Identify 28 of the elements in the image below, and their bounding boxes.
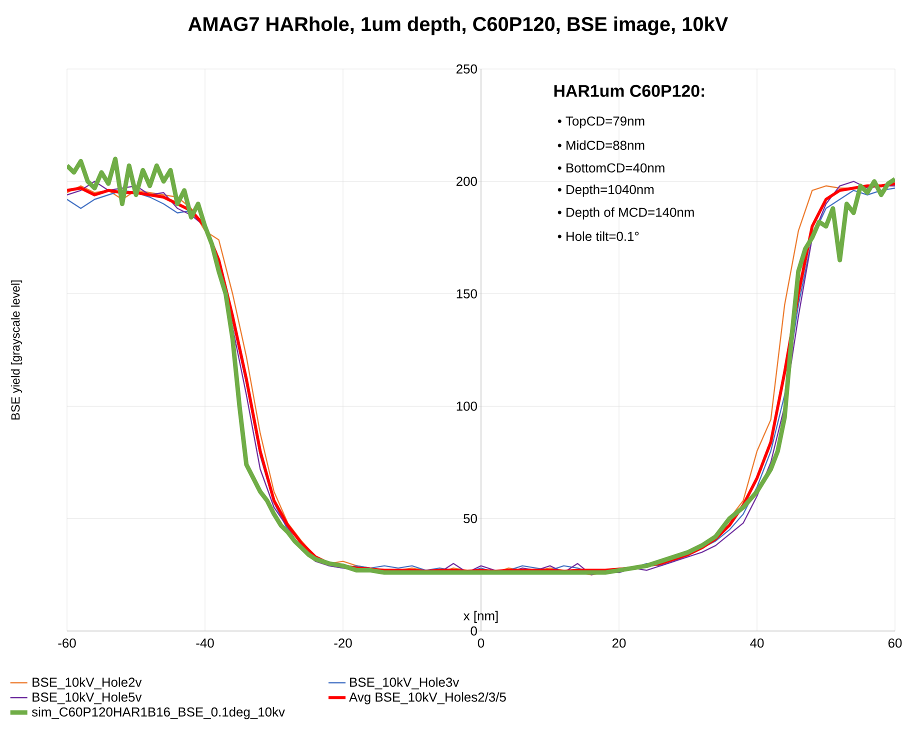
y-tick-label: 50 bbox=[464, 514, 477, 524]
x-tick-label: 40 bbox=[750, 638, 764, 648]
x-tick-label: 20 bbox=[612, 638, 626, 648]
legend-label: BSE_10kV_Hole5v bbox=[32, 692, 142, 704]
x-tick-label: -60 bbox=[58, 638, 76, 648]
x-tick-label: -20 bbox=[334, 638, 352, 648]
annotation: • BottomCD=40nm bbox=[558, 163, 664, 172]
x-tick-label: -40 bbox=[196, 638, 214, 648]
chart-title: AMAG7 HARhole, 1um depth, C60P120, BSE image, 10kV bbox=[188, 16, 728, 36]
y-tick-label: 200 bbox=[456, 176, 477, 186]
legend-label: sim_C60P120HAR1B16_BSE_0.1deg_10kv bbox=[32, 707, 285, 720]
legend-label: BSE_10kV_Hole2v bbox=[32, 677, 142, 690]
legend-label: Avg BSE_10kV_Holes2/3/5 bbox=[349, 692, 506, 704]
annotation: • MidCD=88nm bbox=[558, 140, 644, 150]
y-axis-title: BSE yield [grayscale level] bbox=[10, 280, 22, 420]
annotation: • Depth of MCD=140nm bbox=[558, 207, 694, 220]
y-tick-label: 150 bbox=[456, 289, 477, 298]
legend-label: BSE_10kV_Hole3v bbox=[350, 677, 460, 690]
annotation: • Hole tilt=0.1° bbox=[558, 231, 639, 241]
x-axis-title: x [nm] bbox=[464, 610, 498, 623]
x-tick-label: 0 bbox=[478, 638, 484, 648]
annotation: HAR1um C60P120: bbox=[554, 84, 704, 97]
annotation: • Depth=1040nm bbox=[558, 184, 654, 197]
y-tick-label: 0 bbox=[470, 626, 477, 636]
y-tick-label: 100 bbox=[456, 402, 477, 411]
y-tick-label: 250 bbox=[456, 64, 477, 74]
annotation: • TopCD=79nm bbox=[558, 116, 644, 128]
x-tick-label: 60 bbox=[888, 638, 902, 648]
